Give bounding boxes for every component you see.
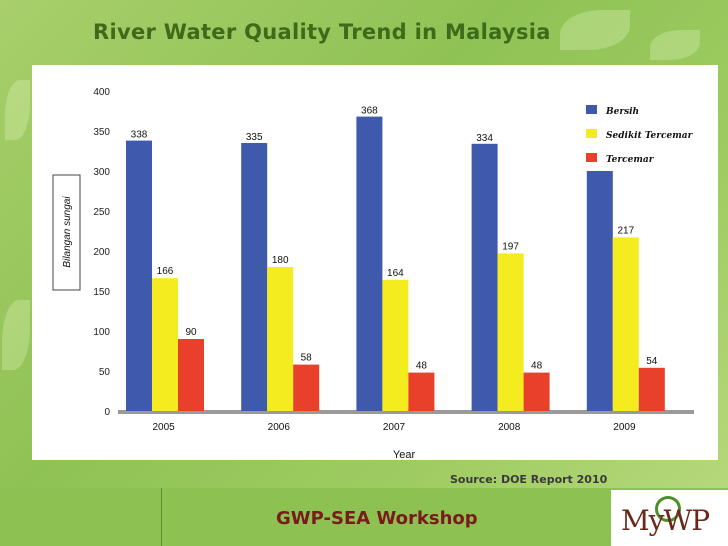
slide-title: River Water Quality Trend in Malaysia	[93, 20, 551, 44]
x-tick-label: 2006	[268, 422, 291, 433]
x-tick-label: 2009	[613, 422, 636, 433]
logo: MyWP	[611, 490, 728, 546]
decorative-leaf	[2, 300, 30, 370]
data-label: 217	[617, 225, 634, 236]
legend-label: Tercemar	[606, 155, 655, 165]
bar	[408, 372, 435, 411]
x-axis-line	[118, 410, 694, 414]
legend-label: Bersih	[605, 107, 639, 117]
data-label: 180	[272, 255, 289, 266]
data-label: 48	[531, 361, 543, 372]
logo-text: MyWP	[621, 504, 710, 537]
decorative-leaf	[650, 30, 700, 60]
data-label: 338	[131, 130, 148, 141]
bar	[126, 140, 152, 411]
bar	[523, 372, 550, 411]
chart-panel: 0 50 100 150 200 250 300 350 400 Bilangan sungai 3…	[32, 65, 718, 460]
bar	[152, 278, 178, 411]
legend-label: Sedikit Tercemar	[606, 131, 694, 141]
legend-swatch	[586, 129, 597, 138]
y-tick-label: 100	[93, 327, 110, 338]
data-label: 335	[246, 132, 263, 143]
data-label: 197	[502, 241, 519, 252]
data-label: 90	[185, 327, 197, 338]
data-label: 58	[301, 353, 313, 364]
bar	[267, 267, 294, 411]
bar	[471, 143, 498, 412]
data-label: 368	[361, 106, 378, 117]
y-tick-label: 300	[93, 167, 110, 178]
decorative-leaf	[5, 80, 30, 140]
footer-divider	[161, 488, 162, 546]
data-label: 166	[157, 266, 174, 277]
y-tick-label: 0	[104, 407, 110, 418]
y-tick-label: 200	[93, 247, 110, 258]
y-tick-label: 400	[93, 87, 110, 98]
data-label: 54	[646, 356, 658, 367]
legend-swatch	[586, 153, 597, 162]
xlabel: Year	[393, 449, 416, 460]
bar	[638, 367, 665, 411]
x-tick-label: 2005	[152, 422, 175, 433]
bar	[178, 339, 204, 411]
footer-title: GWP-SEA Workshop	[276, 508, 478, 529]
bar	[612, 237, 639, 411]
logo-ring-icon	[655, 496, 681, 522]
y-tick-label: 350	[93, 127, 110, 138]
y-tick-label: 50	[99, 367, 111, 378]
data-label: 48	[416, 361, 428, 372]
bar	[586, 171, 613, 411]
x-tick-label: 2007	[383, 422, 406, 433]
bar	[356, 116, 383, 411]
bar	[241, 143, 268, 411]
source-note: Source: DOE Report 2010	[450, 473, 608, 486]
data-label: 164	[387, 268, 404, 279]
x-tick-label: 2008	[498, 422, 521, 433]
footer-band	[0, 488, 728, 546]
decorative-leaf	[560, 10, 630, 50]
bar	[382, 279, 409, 411]
data-label: 334	[476, 133, 493, 144]
bar	[293, 364, 320, 411]
legend-swatch	[586, 105, 597, 114]
bar-chart: 0 50 100 150 200 250 300 350 400 Bilangan sungai 3…	[52, 87, 694, 460]
bar	[497, 253, 524, 411]
y-tick-label: 150	[93, 287, 110, 298]
ylabel-box	[52, 174, 81, 291]
ylabel: Bilangan sungai	[62, 196, 73, 268]
y-tick-label: 250	[93, 207, 110, 218]
